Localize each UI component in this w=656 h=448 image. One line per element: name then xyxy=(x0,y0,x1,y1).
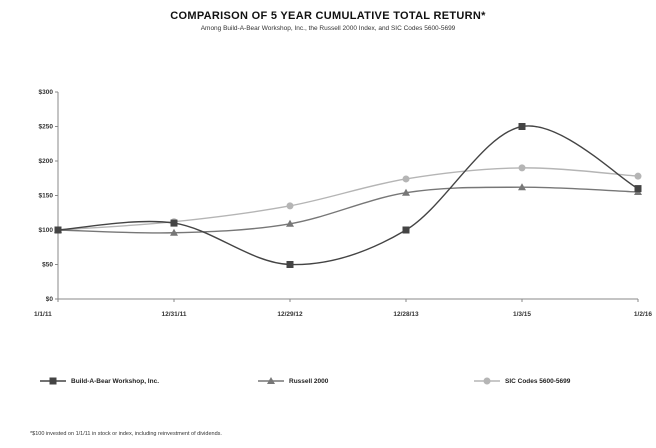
data-point-series-1 xyxy=(634,185,642,193)
x-tick-label: 1/1/11 xyxy=(34,311,52,318)
y-tick-label: $200 xyxy=(39,158,54,165)
chart-footnote: *$100 invested on 1/1/11 in stock or ind… xyxy=(30,431,222,437)
x-tick-label: 12/28/13 xyxy=(393,311,419,318)
x-tick-label: 1/3/15 xyxy=(513,311,531,318)
data-point-series-1 xyxy=(286,261,294,268)
data-point-series-2 xyxy=(170,228,178,236)
legend-swatch-icon xyxy=(258,377,284,384)
data-point-series-1 xyxy=(54,226,62,234)
data-point-series-1 xyxy=(170,219,178,227)
chart-title: COMPARISON OF 5 YEAR CUMULATIVE TOTAL RE… xyxy=(170,10,486,22)
legend-label: SIC Codes 5600-5699 xyxy=(505,377,571,385)
legend-marker xyxy=(267,377,275,384)
chart-subtitle: Among Build-A-Bear Workshop, Inc., the R… xyxy=(200,25,456,32)
x-tick-label: 12/31/11 xyxy=(162,311,187,318)
series-line-1 xyxy=(57,125,639,266)
legend-label: Build-A-Bear Workshop, Inc. xyxy=(71,377,159,385)
legend-marker xyxy=(49,377,57,385)
series-line-2 xyxy=(57,186,639,234)
legend-item-1: Build-A-Bear Workshop, Inc. xyxy=(40,374,159,388)
series-line-3 xyxy=(57,167,639,231)
legend-item-2: Russell 2000 xyxy=(258,374,328,388)
y-tick-label: $250 xyxy=(39,124,54,131)
data-point-series-1 xyxy=(518,123,526,130)
data-point-series-3 xyxy=(402,175,410,183)
y-tick-label: $150 xyxy=(39,193,54,200)
data-point-series-2 xyxy=(518,183,526,191)
y-tick-label: $0 xyxy=(46,296,54,303)
x-tick-label: 1/2/16 xyxy=(634,311,652,318)
legend-label: Russell 2000 xyxy=(289,377,329,385)
legend-item-3: SIC Codes 5600-5699 xyxy=(474,374,570,388)
x-tick-label: 12/29/12 xyxy=(277,311,303,318)
data-point-series-3 xyxy=(634,172,642,180)
data-point-series-3 xyxy=(518,164,526,172)
data-point-series-1 xyxy=(402,226,410,234)
y-tick-label: $50 xyxy=(42,262,53,269)
data-point-series-3 xyxy=(286,202,294,210)
chart-legend: Build-A-Bear Workshop, Inc. Russell 2000 S… xyxy=(0,374,656,388)
y-tick-label: $300 xyxy=(39,89,54,96)
data-point-series-2 xyxy=(402,188,410,196)
legend-swatch-icon xyxy=(474,377,500,385)
data-point-series-2 xyxy=(286,219,294,227)
y-tick-label: $100 xyxy=(39,227,54,234)
legend-marker xyxy=(483,377,491,385)
legend-swatch-icon xyxy=(40,377,66,385)
